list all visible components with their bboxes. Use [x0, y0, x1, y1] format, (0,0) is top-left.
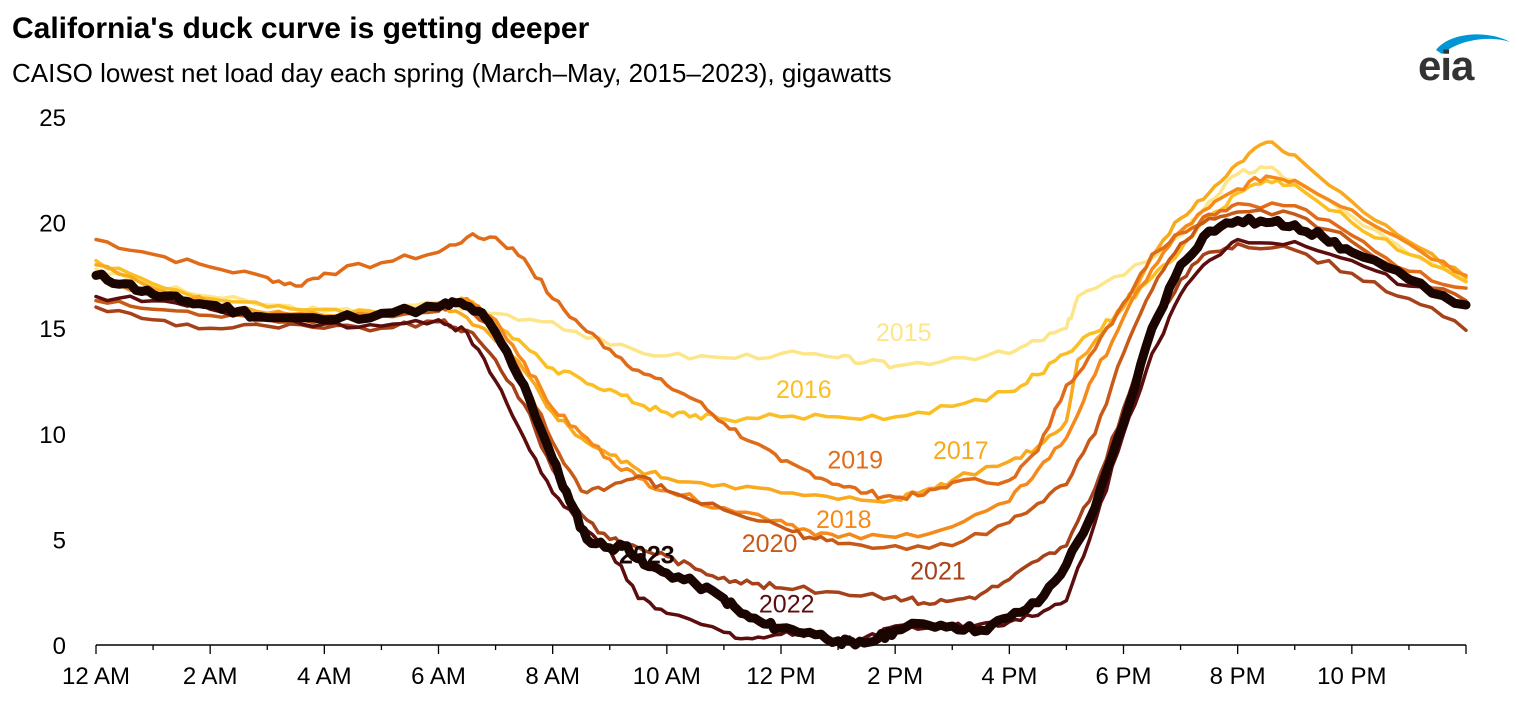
series-label-2015: 2015: [876, 319, 932, 347]
y-tick-label-20: 20: [39, 211, 66, 238]
eia-logo: eia: [1418, 28, 1510, 92]
y-tick-label-25: 25: [39, 105, 66, 132]
series-label-2021: 2021: [910, 558, 966, 586]
series-label-2023: 2023: [619, 542, 675, 570]
x-tick-label: 4 AM: [297, 663, 352, 690]
x-tick-label: 12 PM: [746, 663, 815, 690]
y-tick-label-15: 15: [39, 316, 66, 343]
series-line-2019: [94, 201, 1468, 502]
x-tick-label: 6 AM: [411, 663, 466, 690]
series-line-2022: [94, 237, 1468, 645]
x-tick-label: 2 PM: [867, 663, 923, 690]
x-tick-label: 2 AM: [183, 663, 238, 690]
series-labels: 2015 2016 2017 2018 2019 2020 2021 2022 2023: [619, 319, 989, 618]
y-axis: 0 5 10 15 20 25: [39, 105, 66, 660]
x-tick-label: 10 AM: [633, 663, 701, 690]
eia-logo-text: eia: [1418, 42, 1474, 89]
x-tick-label: 8 AM: [525, 663, 580, 690]
series-line-2023: [91, 213, 1471, 650]
y-tick-label-5: 5: [53, 527, 66, 554]
series-label-2018: 2018: [816, 506, 872, 534]
x-tick-label: 8 PM: [1210, 663, 1266, 690]
x-tick-label: 6 PM: [1095, 663, 1151, 690]
y-tick-label-10: 10: [39, 422, 66, 449]
x-tick-label: 12 AM: [62, 663, 130, 690]
series-label-2019: 2019: [827, 447, 883, 475]
eia-logo-swoosh-icon: [1436, 34, 1510, 54]
chart-subtitle: CAISO lowest net load day each spring (M…: [12, 58, 892, 88]
series-lines: [91, 140, 1471, 650]
series-label-2022: 2022: [759, 590, 815, 618]
x-tick-label: 4 PM: [981, 663, 1037, 690]
series-line-2018: [94, 174, 1468, 541]
series-line-2015: [94, 165, 1468, 370]
chart-title: California's duck curve is getting deepe…: [12, 12, 590, 45]
series-label-2020: 2020: [742, 530, 798, 558]
series-label-2016: 2016: [776, 376, 832, 404]
series-label-2017: 2017: [933, 437, 989, 465]
x-tick-label: 10 PM: [1317, 663, 1386, 690]
x-axis: 12 AM 2 AM 4 AM 6 AM 8 AM 10 AM 12 PM 2 PM 4 PM 6…: [62, 644, 1467, 690]
y-tick-label-0: 0: [53, 633, 66, 660]
